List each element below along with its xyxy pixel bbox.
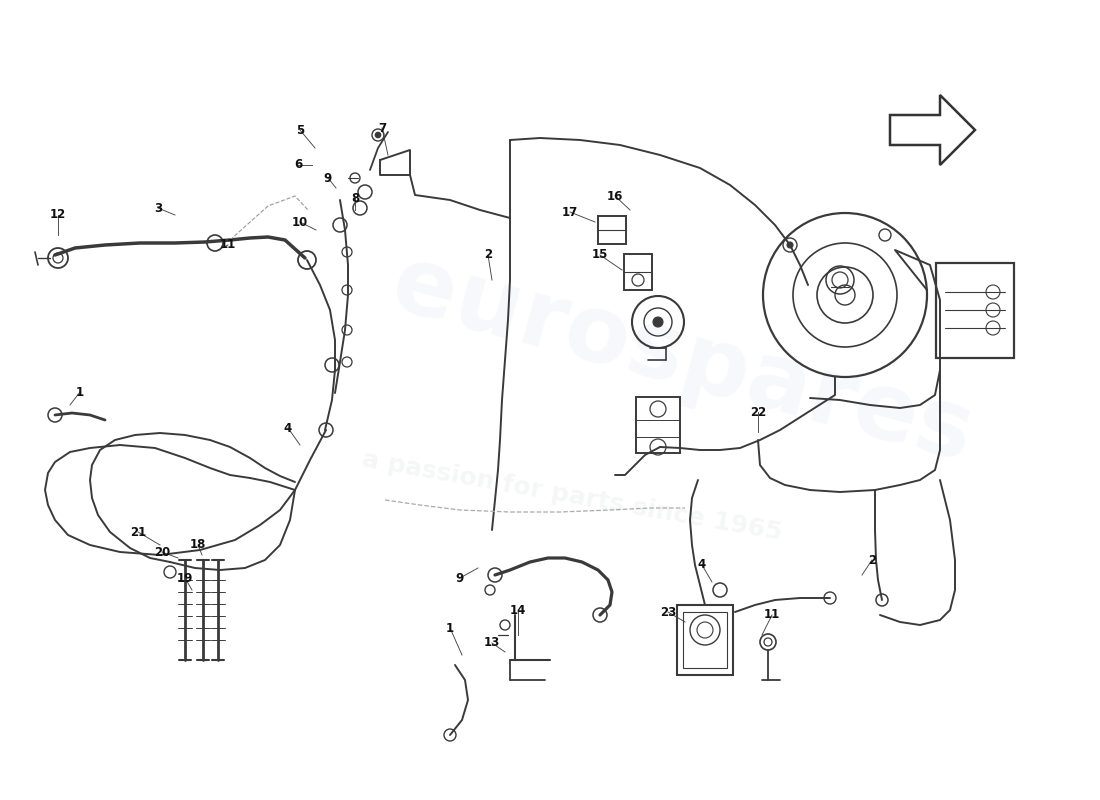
Text: 13: 13 [484,637,500,650]
Text: 1: 1 [446,622,454,634]
Text: 9: 9 [323,171,332,185]
Circle shape [786,242,793,248]
Text: 11: 11 [763,609,780,622]
Text: 4: 4 [697,558,706,571]
Text: 8: 8 [351,191,359,205]
Text: 16: 16 [607,190,624,202]
Text: 20: 20 [154,546,170,558]
Text: 19: 19 [177,571,194,585]
Bar [683,612,727,668]
Text: a passion for parts since 1965: a passion for parts since 1965 [360,447,784,545]
Text: eurospares: eurospares [382,238,982,482]
Text: 6: 6 [294,158,302,171]
Text: 10: 10 [292,215,308,229]
Text: 15: 15 [592,249,608,262]
Text: 1: 1 [76,386,84,398]
Text: 5: 5 [296,123,304,137]
Text: 2: 2 [868,554,876,566]
Text: 4: 4 [284,422,293,434]
Text: 9: 9 [455,571,464,585]
Text: 12: 12 [50,209,66,222]
Text: 7: 7 [378,122,386,134]
Text: 22: 22 [750,406,766,418]
Circle shape [653,317,663,327]
Bar [636,397,680,453]
Text: 3: 3 [154,202,162,214]
Text: 21: 21 [130,526,146,538]
Text: 18: 18 [190,538,206,551]
Bar [624,254,652,290]
Bar [936,263,1014,358]
Text: 14: 14 [509,603,526,617]
Bar [598,216,626,244]
Text: 17: 17 [562,206,579,218]
Circle shape [375,133,381,138]
Text: 23: 23 [660,606,676,618]
Bar [676,605,733,675]
Text: 11: 11 [220,238,236,251]
Text: 2: 2 [484,249,492,262]
